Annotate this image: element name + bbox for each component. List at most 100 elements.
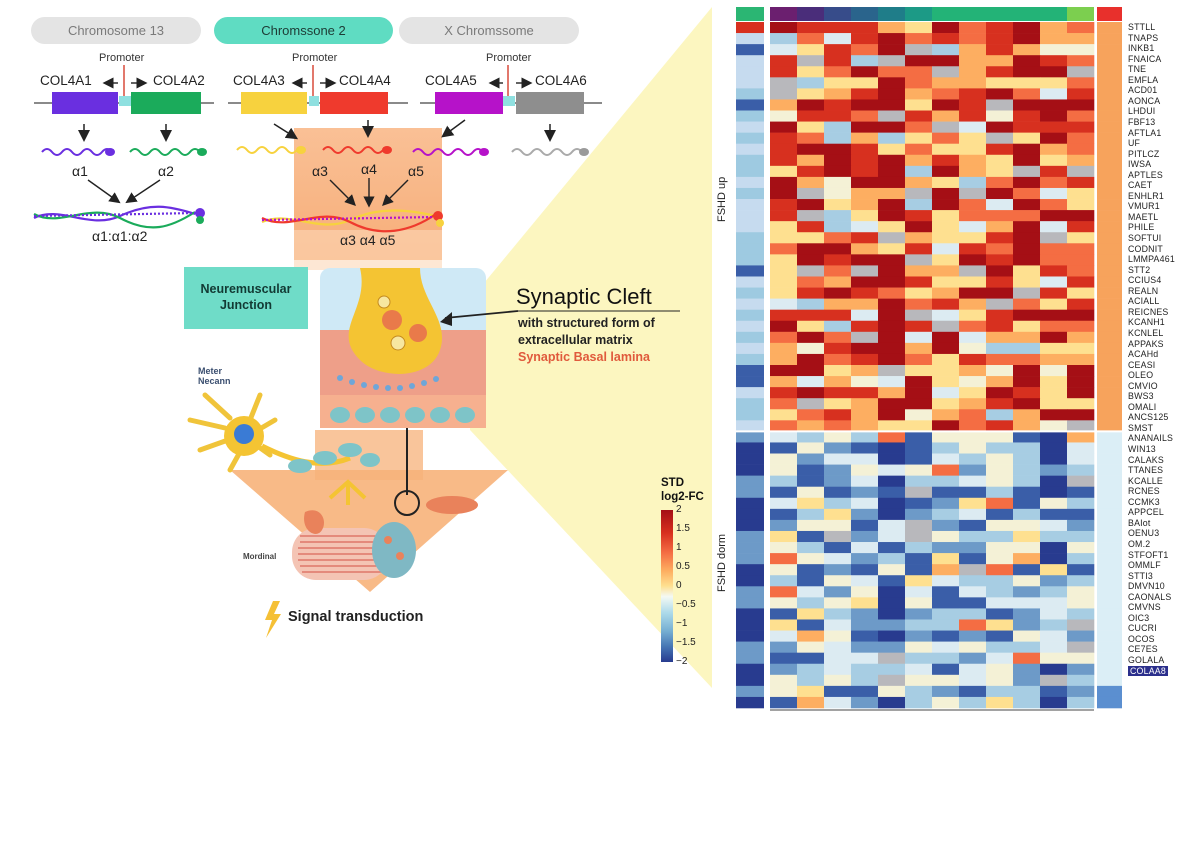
heatmap-cell	[1067, 685, 1095, 698]
heatmap-cell	[932, 309, 960, 322]
heatmap-cell	[1013, 199, 1041, 211]
heatmap-cell	[1067, 619, 1095, 631]
heatmap-cell	[905, 221, 933, 233]
heatmap-cell	[986, 342, 1014, 355]
heatmap-cell	[878, 121, 906, 133]
heatmap-cell	[986, 121, 1014, 133]
heatmap-cell	[1040, 210, 1068, 222]
heatmap-cell	[824, 431, 852, 443]
heatmap-cell	[986, 508, 1014, 521]
heatmap-cell	[1013, 44, 1041, 56]
heatmap-cell	[878, 276, 906, 288]
chromosome-13-pill[interactable]: Chromosome 13	[31, 17, 201, 44]
heatmap-cell	[824, 652, 852, 665]
legend-title-line-1: STD	[661, 477, 684, 489]
heatmap-cell	[1040, 575, 1068, 587]
heatmap-cell	[770, 486, 798, 499]
heatmap-cell	[905, 320, 933, 333]
heatmap-cell	[1040, 287, 1068, 299]
heatmap-cell	[851, 652, 879, 665]
heatmap-cell	[932, 232, 960, 244]
row-annotation-cell	[736, 199, 764, 211]
heatmap-cell	[824, 696, 852, 709]
gene-row-label: STTI3	[1128, 570, 1153, 581]
heatmap-cell	[986, 165, 1014, 178]
heatmap-cell	[986, 530, 1014, 543]
heatmap-cell	[932, 519, 960, 532]
heatmap-cell	[932, 66, 960, 78]
heatmap-cell	[851, 530, 879, 543]
right-annotation-cell	[1097, 519, 1122, 532]
heatmap-cell	[959, 22, 987, 34]
alpha-label-a3: α3	[312, 163, 328, 179]
combo-label-a3a4a5: α3 α4 α5	[340, 232, 396, 248]
gene-row-label: GOLALA	[1128, 655, 1165, 665]
motor-neuron-label: Meter Necann	[198, 366, 231, 387]
heatmap-cell	[1040, 442, 1068, 454]
right-annotation-cell	[1097, 254, 1122, 266]
heatmap-cell	[1013, 88, 1041, 100]
row-annotation-cell	[736, 221, 764, 233]
heatmap-cell	[1013, 508, 1041, 521]
heatmap-cell	[905, 99, 933, 111]
gene-row-label: EMFLA	[1128, 74, 1159, 85]
heatmap-cell	[905, 210, 933, 222]
heatmap-cell	[1067, 254, 1095, 266]
gene-row-label: LHDUI	[1128, 106, 1156, 117]
heatmap-cell	[905, 154, 933, 167]
heatmap-cell	[797, 154, 825, 167]
promoter-label-2: Promoter	[292, 52, 338, 64]
heatmap-cell	[905, 420, 933, 432]
heatmap-cell	[770, 287, 798, 299]
heatmap-cell	[1067, 630, 1095, 642]
heatmap-cell	[959, 519, 987, 532]
chromosome-2-pill[interactable]: Chromssone 2	[214, 17, 393, 44]
heatmap-cell	[851, 199, 879, 211]
heatmap-cell	[878, 497, 906, 510]
gene-row-label: AONCA	[1128, 95, 1161, 106]
combo-label-a1a1a2: α1:α1:α2	[92, 228, 148, 244]
heatmap-cell	[1067, 44, 1095, 56]
row-annotation-cell	[736, 232, 764, 244]
gene-row-label: VMUR1	[1128, 201, 1160, 212]
heatmap-cell	[1067, 176, 1095, 189]
heatmap-cell	[851, 597, 879, 609]
right-annotation-cell	[1097, 121, 1122, 133]
x-chromosome-pill[interactable]: X Chromssome	[399, 17, 579, 44]
heatmap-cell	[986, 77, 1014, 89]
heatmap-cell	[797, 453, 825, 465]
heatmap-cell	[932, 88, 960, 100]
heatmap-cell	[932, 22, 960, 34]
heatmap-cell	[905, 530, 933, 543]
right-annotation-cell	[1097, 176, 1122, 189]
heatmap-cell	[824, 77, 852, 89]
heatmap-cell	[986, 66, 1014, 78]
heatmap-cell	[878, 376, 906, 388]
legend-tick-label: 1.5	[676, 523, 690, 534]
gene-row-label: BAIot	[1128, 517, 1151, 528]
heatmap-cell	[878, 88, 906, 100]
gene-row-label: SOFTUI	[1128, 233, 1162, 243]
heatmap-cell	[824, 376, 852, 388]
heatmap-cell	[959, 88, 987, 100]
gene-row-label: OLEO	[1128, 370, 1154, 381]
heatmap-cell	[878, 365, 906, 377]
legend-tick-label: −2	[676, 656, 688, 667]
heatmap-cell	[986, 221, 1014, 233]
row-annotation-cell	[736, 210, 764, 222]
heatmap-cell	[851, 331, 879, 344]
heatmap-cell	[1040, 486, 1068, 499]
heatmap-cell	[932, 165, 960, 178]
heatmap-cell	[1040, 55, 1068, 67]
right-annotation-cell	[1097, 199, 1122, 211]
heatmap-cell	[1040, 542, 1068, 554]
right-annotation-cell	[1097, 154, 1122, 167]
heatmap-cell	[878, 210, 906, 222]
heatmap-cell	[797, 586, 825, 598]
heatmap-cell	[1040, 176, 1068, 189]
right-annotation-cell	[1097, 685, 1122, 698]
heatmap-cell	[1013, 132, 1041, 145]
heatmap-cell	[959, 309, 987, 322]
heatmap-cell	[824, 409, 852, 421]
heatmap-cell	[797, 674, 825, 687]
